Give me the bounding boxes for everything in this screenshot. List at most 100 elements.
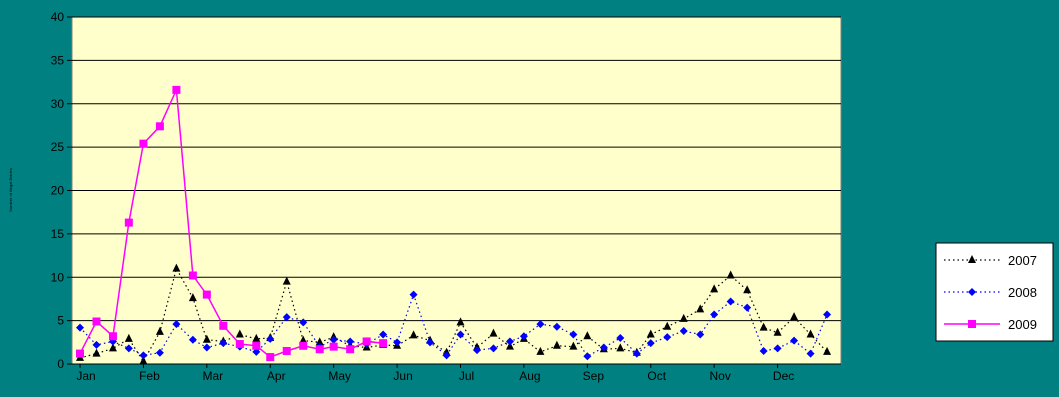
data-point-2008 bbox=[266, 334, 275, 343]
legend-label-2009: 2009 bbox=[1008, 317, 1037, 332]
legend-label-2007: 2007 bbox=[1008, 253, 1037, 268]
data-point-2007 bbox=[124, 333, 133, 342]
series-line-2008 bbox=[79, 292, 828, 357]
x-tick-label: May bbox=[328, 369, 351, 383]
data-point-2008 bbox=[536, 320, 545, 329]
data-point-2008 bbox=[409, 290, 418, 299]
data-point-2008 bbox=[252, 347, 261, 356]
data-point-2007 bbox=[679, 313, 688, 322]
data-point-2008 bbox=[202, 343, 211, 352]
data-point-2008 bbox=[76, 323, 84, 332]
data-point-2009 bbox=[92, 317, 101, 326]
data-point-2008 bbox=[663, 333, 672, 342]
x-tick-label: Apr bbox=[267, 369, 286, 383]
y-tick-label: 30 bbox=[51, 97, 65, 111]
data-point-2009 bbox=[346, 345, 355, 354]
data-point-2009 bbox=[108, 332, 117, 341]
data-point-2007 bbox=[172, 263, 181, 272]
y-tick-label: 25 bbox=[51, 140, 65, 154]
data-point-2009 bbox=[362, 337, 371, 346]
data-point-2008 bbox=[646, 339, 655, 348]
x-tick-label: Jun bbox=[393, 369, 412, 383]
data-point-2007 bbox=[806, 329, 815, 338]
legend-marker-2008 bbox=[968, 288, 976, 296]
y-axis-label: Number of Illegal Entries bbox=[8, 168, 13, 212]
data-point-2007 bbox=[773, 327, 782, 336]
data-point-2008 bbox=[155, 348, 164, 357]
data-point-2007 bbox=[489, 328, 498, 337]
data-point-2008 bbox=[569, 330, 578, 339]
data-point-2008 bbox=[505, 337, 514, 346]
data-point-2008 bbox=[92, 340, 101, 349]
x-tick-label: Jul bbox=[459, 369, 474, 383]
data-point-2008 bbox=[282, 313, 291, 322]
gridlines bbox=[72, 16, 841, 322]
data-point-2007 bbox=[409, 330, 418, 339]
x-tick-label: Mar bbox=[202, 369, 223, 383]
data-point-2007 bbox=[616, 343, 625, 352]
data-point-2007 bbox=[92, 348, 101, 357]
data-point-2008 bbox=[172, 320, 181, 329]
x-tick-label: Oct bbox=[647, 369, 666, 383]
x-tick-label: Feb bbox=[139, 369, 160, 383]
y-axis-ticks: 0 5 10 15 20 25 30 35 40 bbox=[51, 10, 841, 371]
data-point-2009 bbox=[329, 342, 338, 351]
data-point-2007 bbox=[583, 331, 592, 340]
data-point-2008 bbox=[759, 346, 768, 355]
data-point-2009 bbox=[252, 341, 261, 350]
data-point-2008 bbox=[519, 332, 528, 341]
data-point-2007 bbox=[188, 293, 197, 302]
data-point-2007 bbox=[536, 346, 545, 355]
data-point-2007 bbox=[202, 334, 211, 343]
data-point-2008 bbox=[583, 352, 592, 361]
data-point-2008 bbox=[790, 336, 799, 345]
data-point-2007 bbox=[552, 340, 561, 349]
data-point-2008 bbox=[442, 351, 451, 360]
x-tick-label: Dec bbox=[773, 369, 794, 383]
data-point-2009 bbox=[202, 290, 211, 299]
series-2009 bbox=[76, 85, 388, 362]
data-point-2008 bbox=[632, 349, 641, 358]
data-point-2007 bbox=[710, 284, 719, 293]
legend: 2007 2008 2009 bbox=[935, 242, 1054, 342]
data-point-2008 bbox=[393, 338, 402, 347]
data-point-2008 bbox=[456, 330, 465, 339]
y-tick-label: 10 bbox=[51, 270, 65, 284]
data-point-2008 bbox=[139, 351, 148, 360]
data-point-2007 bbox=[282, 276, 291, 285]
data-point-2008 bbox=[489, 344, 498, 353]
x-tick-label: Aug bbox=[519, 369, 540, 383]
data-point-2008 bbox=[773, 344, 782, 353]
data-point-2007 bbox=[790, 312, 799, 321]
data-point-2007 bbox=[759, 322, 768, 331]
data-point-2007 bbox=[456, 317, 465, 326]
data-point-2008 bbox=[426, 338, 435, 347]
data-point-2009 bbox=[188, 271, 197, 280]
x-tick-label: Nov bbox=[709, 369, 730, 383]
data-point-2009 bbox=[124, 218, 133, 227]
data-point-2009 bbox=[235, 340, 244, 349]
data-point-2007 bbox=[235, 329, 244, 338]
legend-marker-2009 bbox=[968, 320, 976, 328]
data-point-2008 bbox=[696, 330, 705, 339]
data-point-2007 bbox=[155, 326, 164, 335]
data-point-2007 bbox=[299, 335, 308, 344]
data-point-2008 bbox=[219, 339, 228, 348]
data-point-2008 bbox=[379, 330, 388, 339]
data-point-2008 bbox=[124, 344, 133, 353]
data-point-2008 bbox=[616, 333, 625, 342]
data-point-2009 bbox=[155, 122, 164, 131]
data-point-2007 bbox=[569, 341, 578, 350]
data-point-2007 bbox=[726, 270, 735, 279]
series-2008 bbox=[76, 290, 832, 361]
data-point-2008 bbox=[679, 327, 688, 336]
x-tick-label: Sep bbox=[583, 369, 605, 383]
y-tick-label: 5 bbox=[57, 314, 64, 328]
data-point-2009 bbox=[266, 353, 275, 362]
legend-label-2008: 2008 bbox=[1008, 285, 1037, 300]
data-point-2008 bbox=[299, 318, 308, 327]
data-point-2008 bbox=[710, 310, 719, 319]
data-point-2009 bbox=[219, 321, 228, 330]
data-point-2009 bbox=[76, 349, 84, 358]
